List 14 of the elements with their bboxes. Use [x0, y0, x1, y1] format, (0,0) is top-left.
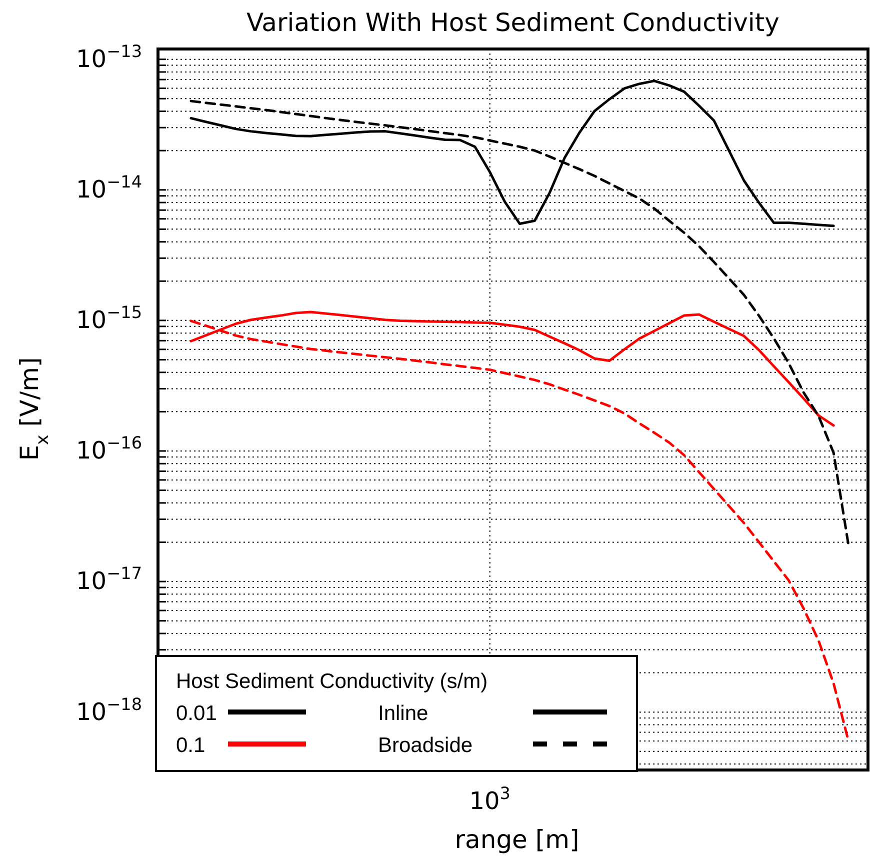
y-tick-label: 10$^{−13}$ — [76, 41, 142, 74]
legend-label: 0.01 — [176, 702, 217, 725]
annotation: Inline — [378, 702, 428, 725]
y-tick-label: 10$^{−15}$ — [76, 302, 142, 334]
y-tick-label: 10$^{−18}$ — [76, 694, 142, 726]
x-axis-title: range [m] — [454, 825, 580, 854]
y-tick-label: 10$^{−16}$ — [76, 432, 142, 465]
y-tick-label: 10$^{−14}$ — [76, 172, 142, 204]
annotation: Broadside — [378, 734, 473, 757]
legend-label: 0.1 — [176, 734, 206, 757]
chart-title: Variation With Host Sediment Conductivity — [246, 8, 780, 37]
x-tick-label: 10$^{3}$ — [469, 783, 510, 816]
legend-title: Host Sediment Conductivity (s/m) — [176, 670, 488, 693]
y-tick-label: 10$^{−17}$ — [76, 563, 142, 596]
